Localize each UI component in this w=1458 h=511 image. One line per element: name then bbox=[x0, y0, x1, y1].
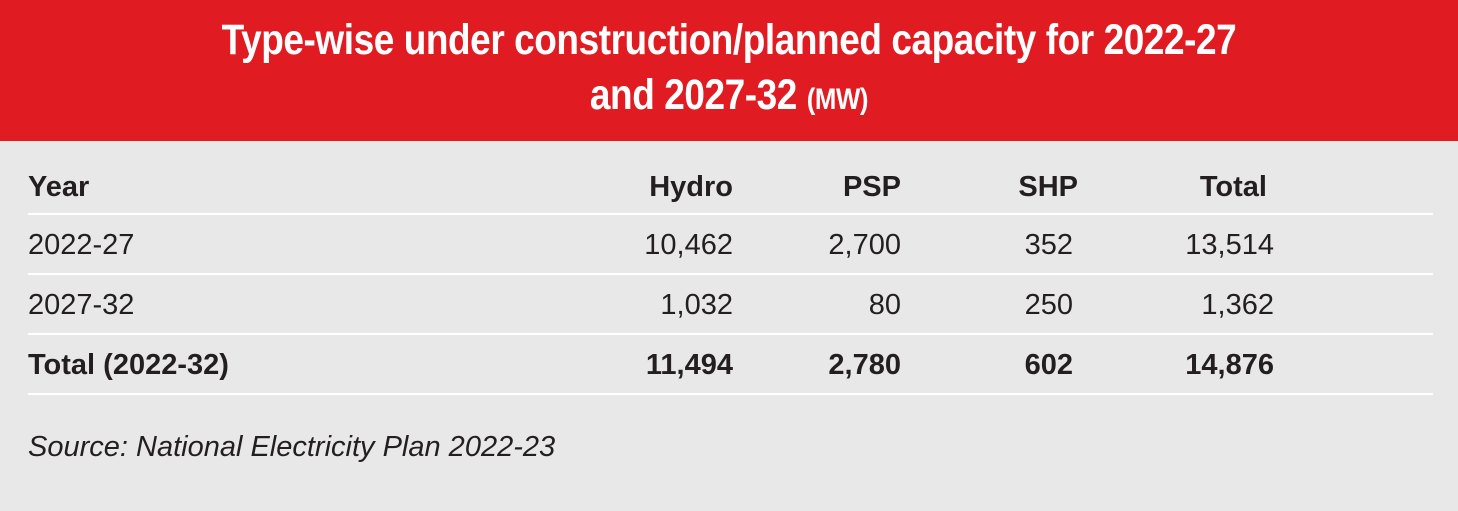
header-psp: PSP bbox=[842, 171, 901, 203]
cell-shp: 352 bbox=[1024, 229, 1073, 261]
cell-psp: 80 bbox=[868, 289, 901, 321]
cell-year: 2022-27 bbox=[28, 229, 135, 261]
title-line-2: and 2027-32 (MW) bbox=[102, 71, 1356, 120]
table-row: 2027-32 1,032 80 250 1,362 bbox=[28, 275, 1433, 335]
total-hydro: 11,494 bbox=[645, 349, 733, 381]
title-line-1: Type-wise under construction/planned cap… bbox=[221, 16, 1237, 64]
table-row: 2022-27 10,462 2,700 352 13,514 bbox=[28, 215, 1433, 275]
table-total-row: Total (2022-32) 11,494 2,780 602 14,876 bbox=[28, 335, 1433, 395]
total-label: Total (2022-32) bbox=[28, 349, 229, 381]
title-line-2-text: and 2027-32 bbox=[589, 71, 797, 119]
cell-total: 13,514 bbox=[1185, 229, 1274, 261]
header-total: Total bbox=[1199, 171, 1267, 203]
cell-psp: 2,700 bbox=[828, 229, 901, 261]
cell-hydro: 10,462 bbox=[644, 229, 733, 261]
header-year: Year bbox=[28, 171, 90, 203]
title-unit: (MW) bbox=[806, 83, 869, 116]
total-total: 14,876 bbox=[1185, 349, 1274, 381]
total-shp: 602 bbox=[1024, 349, 1073, 381]
total-psp: 2,780 bbox=[828, 349, 901, 381]
title-banner: Type-wise under construction/planned cap… bbox=[0, 0, 1458, 141]
table-header-row: Year Hydro PSP SHP Total bbox=[28, 157, 1433, 215]
cell-shp: 250 bbox=[1024, 289, 1073, 321]
header-hydro: Hydro bbox=[649, 171, 733, 203]
cell-year: 2027-32 bbox=[28, 289, 135, 321]
cell-total: 1,362 bbox=[1201, 289, 1274, 321]
source-note: Source: National Electricity Plan 2022-2… bbox=[28, 431, 556, 463]
header-shp: SHP bbox=[1018, 171, 1078, 203]
cell-hydro: 1,032 bbox=[660, 289, 733, 321]
